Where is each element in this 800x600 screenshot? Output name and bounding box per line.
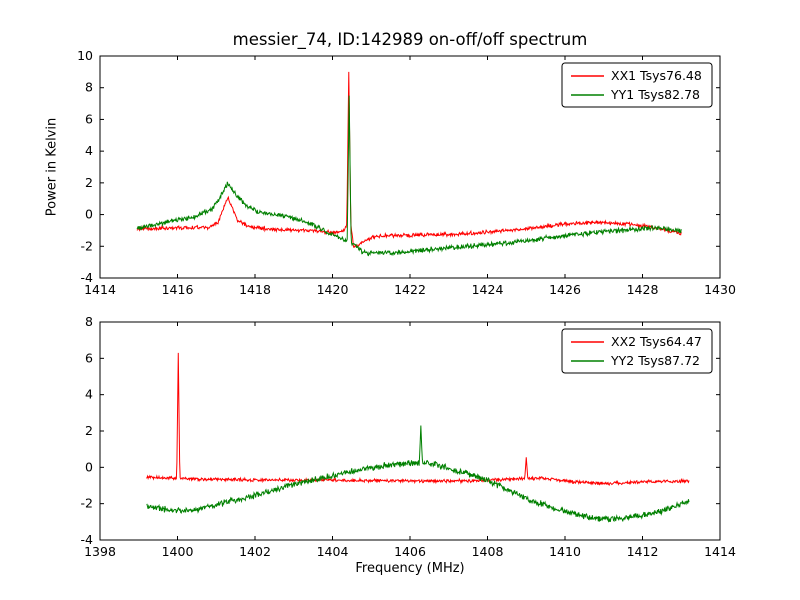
y-tick-label: 6 — [85, 111, 93, 126]
x-tick-label: 1430 — [704, 282, 736, 297]
x-tick-label: 1422 — [394, 282, 426, 297]
subplot-top: 1414 1416 1418 1420 1422 1424 1426 1428 1430 -4 -2… — [77, 48, 736, 297]
y-tick-label: -2 — [81, 496, 93, 511]
series-line-XX2 — [146, 352, 690, 486]
y-tick-label: 6 — [85, 350, 93, 365]
x-tick-label: 1406 — [394, 544, 426, 559]
legend-label: XX2 Tsys64.47 — [611, 334, 702, 349]
legend-label: XX1 Tsys76.48 — [611, 68, 702, 83]
legend-label: YY1 Tsys82.78 — [610, 87, 700, 102]
series-line-YY1 — [136, 95, 682, 257]
x-tick-label: 1416 — [162, 282, 194, 297]
x-tick-label: 1424 — [472, 282, 504, 297]
y-tick-label: 4 — [85, 143, 93, 158]
x-tick-label: 1418 — [239, 282, 271, 297]
x-tick-label: 1412 — [627, 544, 659, 559]
y-tick-label: -2 — [81, 238, 93, 253]
x-tick-label: 1428 — [627, 282, 659, 297]
y-tick-label: 2 — [85, 175, 93, 190]
x-tick-label: 1426 — [549, 282, 581, 297]
x-tick-label: 1420 — [317, 282, 349, 297]
y-tick-label: -4 — [81, 532, 94, 547]
x-tick-label: 1402 — [239, 544, 271, 559]
y-tick-label: 8 — [85, 80, 93, 95]
series-line-YY2 — [146, 425, 690, 523]
x-tick-label: 1414 — [704, 544, 736, 559]
x-tick-label: 1400 — [162, 544, 194, 559]
x-tick-label: 1410 — [549, 544, 581, 559]
x-axis-label: Frequency (MHz) — [355, 561, 465, 576]
y-tick-label: 0 — [85, 207, 93, 222]
chart-title: messier_74, ID:142989 on-off/off spectru… — [232, 30, 588, 49]
series-line-XX1 — [136, 71, 682, 248]
y-tick-label: 10 — [77, 48, 93, 63]
legend-label: YY2 Tsys87.72 — [610, 353, 700, 368]
legend-box — [561, 328, 713, 374]
y-tick-label: 2 — [85, 423, 93, 438]
x-tick-label: 1408 — [472, 544, 504, 559]
legend-box — [561, 62, 713, 108]
y-tick-label: -4 — [81, 270, 94, 285]
x-tick-label: 1404 — [317, 544, 349, 559]
x-tick-label: 1414 — [84, 282, 116, 297]
x-tick-label: 1398 — [84, 544, 116, 559]
y-tick-label: 0 — [85, 459, 93, 474]
subplot-bottom: 1398 1400 1402 1404 1406 1408 1410 1412 1414 -4 -2… — [81, 314, 736, 559]
y-tick-label: 4 — [85, 387, 93, 402]
y-tick-label: 8 — [85, 314, 93, 329]
